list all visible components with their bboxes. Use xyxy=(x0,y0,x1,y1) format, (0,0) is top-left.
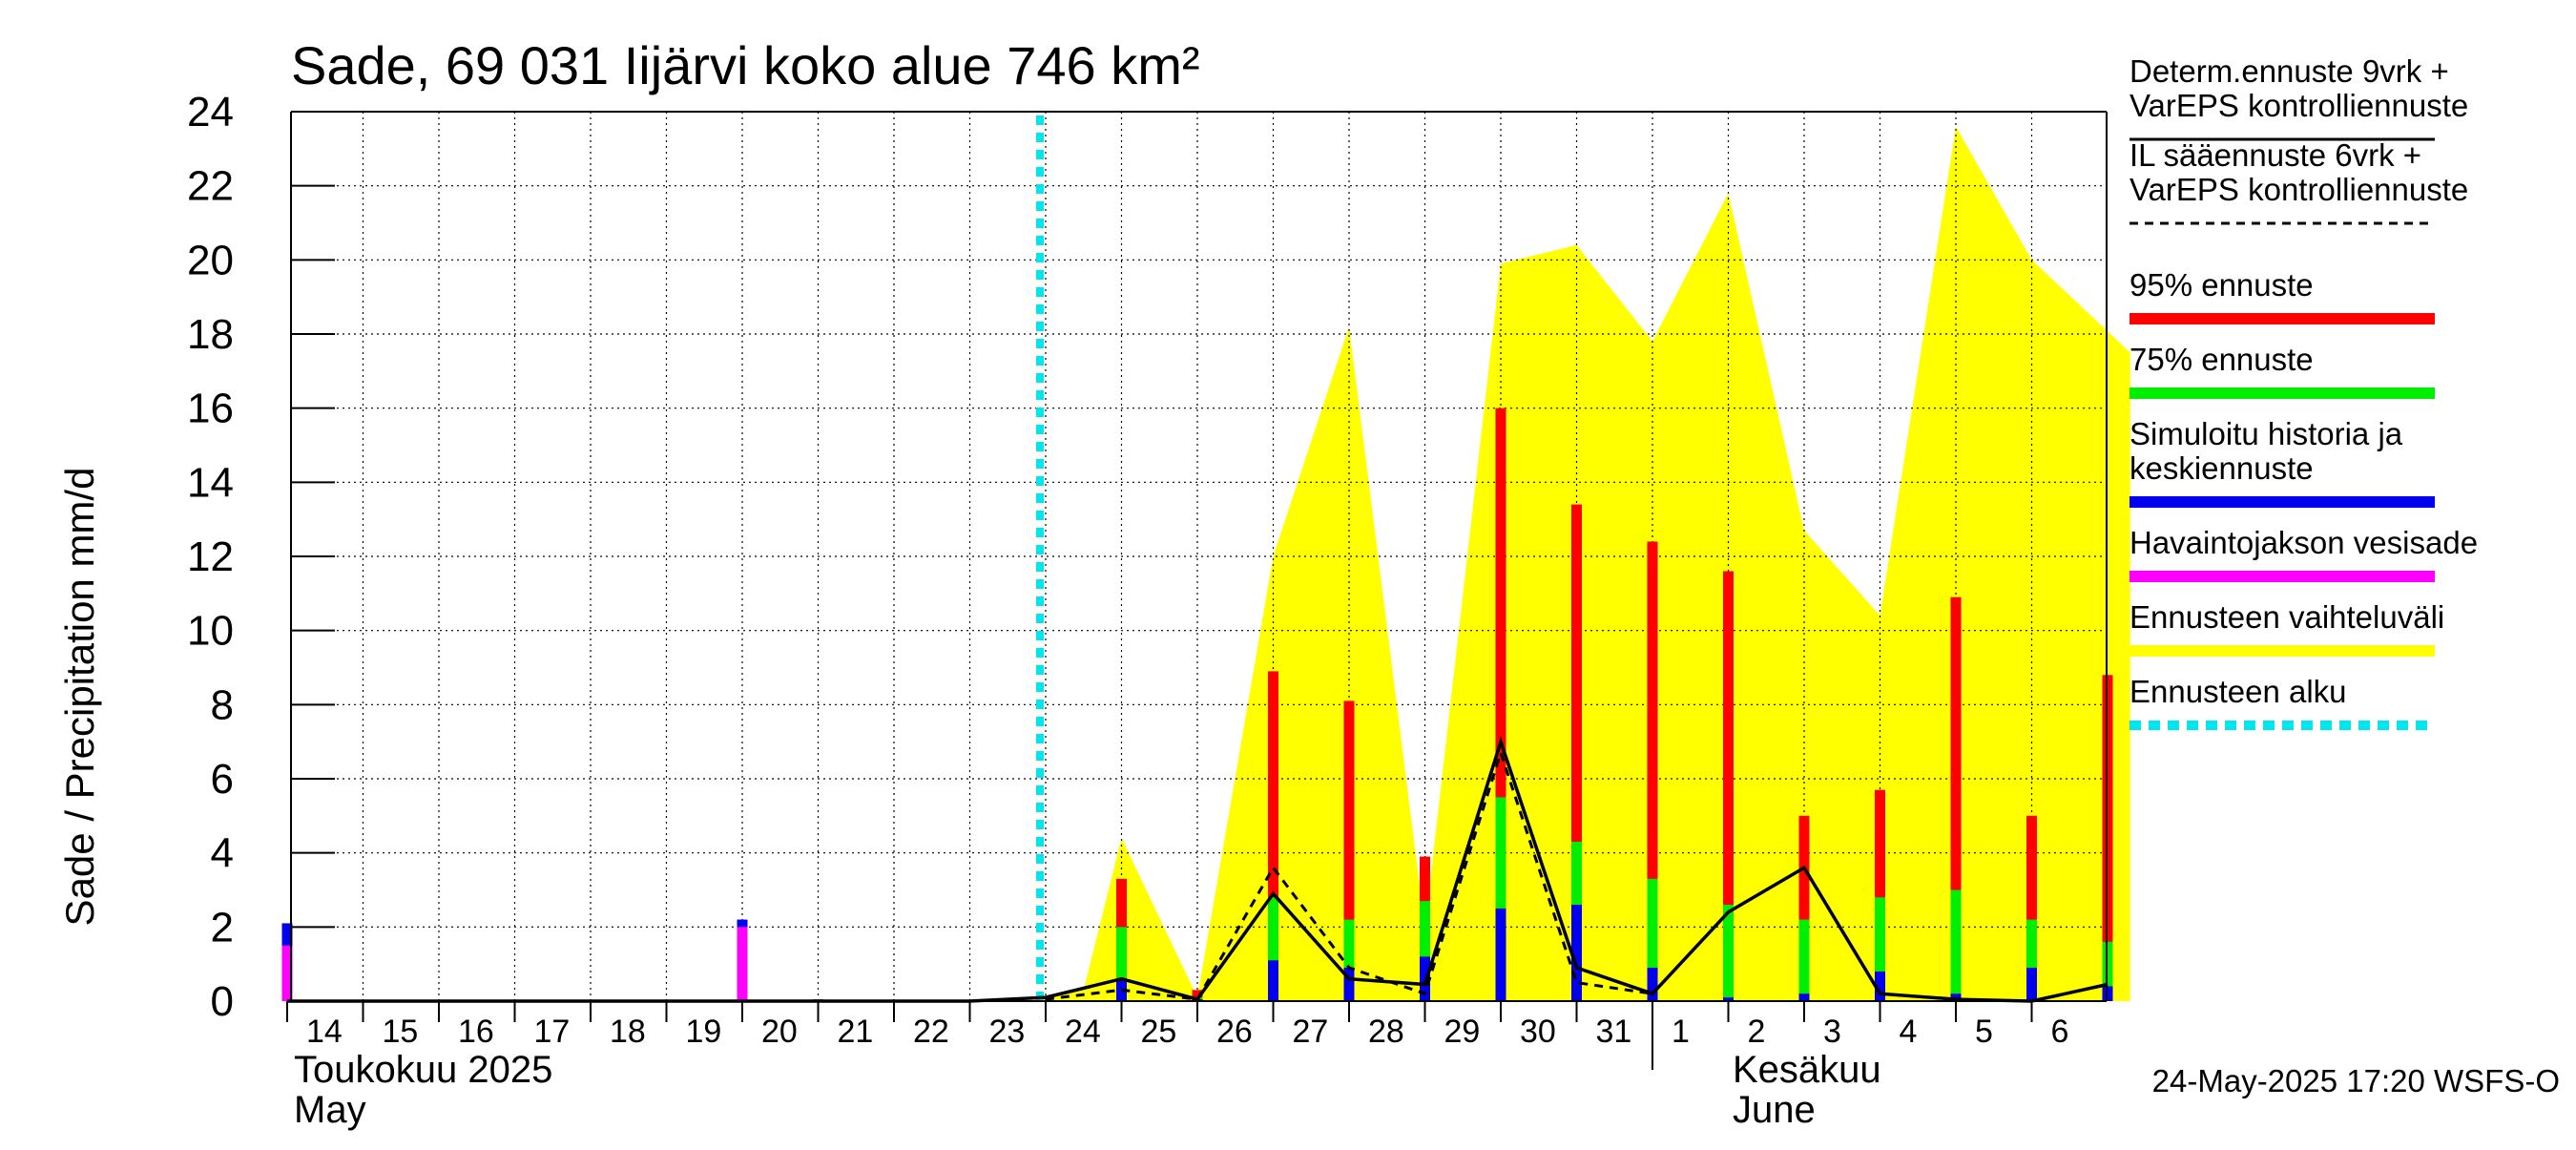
month-label-june-en: June xyxy=(1733,1089,1816,1131)
y-tick-label: 14 xyxy=(187,459,234,506)
y-tick-label: 16 xyxy=(187,386,234,432)
y-tick-label: 0 xyxy=(211,978,234,1025)
legend-label: Ennusteen vaihteluväli xyxy=(2129,599,2444,635)
p75-bar xyxy=(1950,889,1962,1001)
median-bar xyxy=(1571,905,1582,1001)
y-tick-label: 12 xyxy=(187,533,234,580)
x-tick-label: 22 xyxy=(913,1014,949,1050)
p95-bar xyxy=(1268,671,1278,1001)
p95-bar xyxy=(2026,815,2037,1001)
x-tick-label: 17 xyxy=(534,1014,571,1050)
x-tick-label: 20 xyxy=(761,1014,798,1050)
y-tick-label: 8 xyxy=(211,681,234,728)
y-tick-label: 20 xyxy=(187,237,234,283)
month-label-may-en: May xyxy=(294,1089,366,1131)
legend-label: 75% ennuste xyxy=(2129,342,2314,377)
x-tick-label: 15 xyxy=(383,1014,419,1050)
legend-label: Ennusteen alku xyxy=(2129,674,2347,709)
y-axis-label: Sade / Precipitation mm/d xyxy=(57,468,102,927)
p95-bar xyxy=(1192,990,1203,1001)
x-tick-label: 16 xyxy=(458,1014,494,1050)
p75-bar xyxy=(1875,897,1885,1001)
p95-bar xyxy=(1647,541,1658,1001)
x-tick-label: 23 xyxy=(989,1014,1026,1050)
median-bar xyxy=(1950,993,1962,1001)
x-tick-label: 30 xyxy=(1520,1014,1556,1050)
x-tick-label: 19 xyxy=(686,1014,722,1050)
p75-bar xyxy=(2026,919,2037,1001)
footer-timestamp: 24-May-2025 17:20 WSFS-O xyxy=(2152,1063,2560,1098)
x-tick-label: 4 xyxy=(1900,1014,1918,1050)
x-tick-label: 3 xyxy=(1823,1014,1841,1050)
observed-bar xyxy=(737,927,748,1001)
median-bar xyxy=(2026,968,2037,1001)
p95-bar xyxy=(1571,504,1582,1001)
x-tick-label: 2 xyxy=(1748,1014,1766,1050)
x-tick-label: 26 xyxy=(1216,1014,1253,1050)
chart-title: Sade, 69 031 Iijärvi koko alue 746 km² xyxy=(291,35,1200,95)
legend-label: Havaintojakson vesisade xyxy=(2129,525,2478,560)
x-tick-label: 5 xyxy=(1975,1014,1993,1050)
median-bar xyxy=(1723,997,1734,1001)
x-tick-label: 1 xyxy=(1672,1014,1690,1050)
median-bar xyxy=(1875,971,1885,1001)
p75-bar xyxy=(1647,878,1658,1001)
x-tick-label: 25 xyxy=(1141,1014,1177,1050)
median-bar xyxy=(1495,908,1506,1001)
y-tick-label: 2 xyxy=(211,904,234,951)
y-tick-label: 10 xyxy=(187,608,234,655)
p75-bar xyxy=(1116,927,1127,1001)
month-label-june-fi: Kesäkuu xyxy=(1733,1049,1881,1091)
p95-bar xyxy=(1343,700,1355,1001)
p75-bar xyxy=(1420,901,1430,1001)
legend-label: VarEPS kontrolliennuste xyxy=(2129,172,2468,207)
legend-label: Determ.ennuste 9vrk + xyxy=(2129,53,2449,89)
p75-bar xyxy=(1343,919,1355,1001)
x-tick-label: 21 xyxy=(838,1014,874,1050)
x-tick-label: 31 xyxy=(1596,1014,1632,1050)
x-tick-label: 14 xyxy=(306,1014,343,1050)
x-tick-label: 29 xyxy=(1444,1014,1481,1050)
observed-bar xyxy=(281,945,293,1001)
legend-label: IL sääennuste 6vrk + xyxy=(2129,137,2421,173)
x-tick-label: 18 xyxy=(610,1014,646,1050)
legend-label: VarEPS kontrolliennuste xyxy=(2129,88,2468,123)
legend: Determ.ennuste 9vrk +VarEPS kontrollienn… xyxy=(2129,53,2478,730)
legend-label: 95% ennuste xyxy=(2129,267,2314,303)
x-tick-label: 28 xyxy=(1368,1014,1404,1050)
month-label-may-fi: Toukokuu 2025 xyxy=(294,1049,552,1091)
p95-bar xyxy=(1723,571,1734,1001)
il-forecast-line xyxy=(1045,747,1653,1001)
x-tick-label: 24 xyxy=(1065,1014,1101,1050)
median-bar xyxy=(1343,968,1355,1001)
median-bar xyxy=(1798,993,1810,1001)
y-tick-label: 4 xyxy=(211,830,234,877)
y-tick-label: 18 xyxy=(187,311,234,358)
p95-bar xyxy=(1798,815,1810,1001)
median-bar xyxy=(1268,960,1278,1001)
p95-bar xyxy=(1495,408,1506,1002)
p75-bar xyxy=(1495,797,1506,1001)
y-tick-label: 24 xyxy=(187,89,234,136)
p75-bar xyxy=(1798,919,1810,1001)
p95-bar xyxy=(1950,596,1962,1001)
x-tick-label: 6 xyxy=(2051,1014,2069,1050)
legend-label: keskiennuste xyxy=(2129,450,2314,486)
legend-label: Simuloitu historia ja xyxy=(2129,416,2403,451)
p95-bar xyxy=(1875,789,1885,1001)
p75-bar xyxy=(1268,897,1278,1001)
median-bar xyxy=(1647,968,1658,1001)
y-tick-label: 6 xyxy=(211,756,234,803)
axes xyxy=(286,111,2108,1070)
x-tick-label: 27 xyxy=(1293,1014,1329,1050)
p75-bar xyxy=(1723,905,1734,1001)
y-tick-label: 22 xyxy=(187,163,234,210)
